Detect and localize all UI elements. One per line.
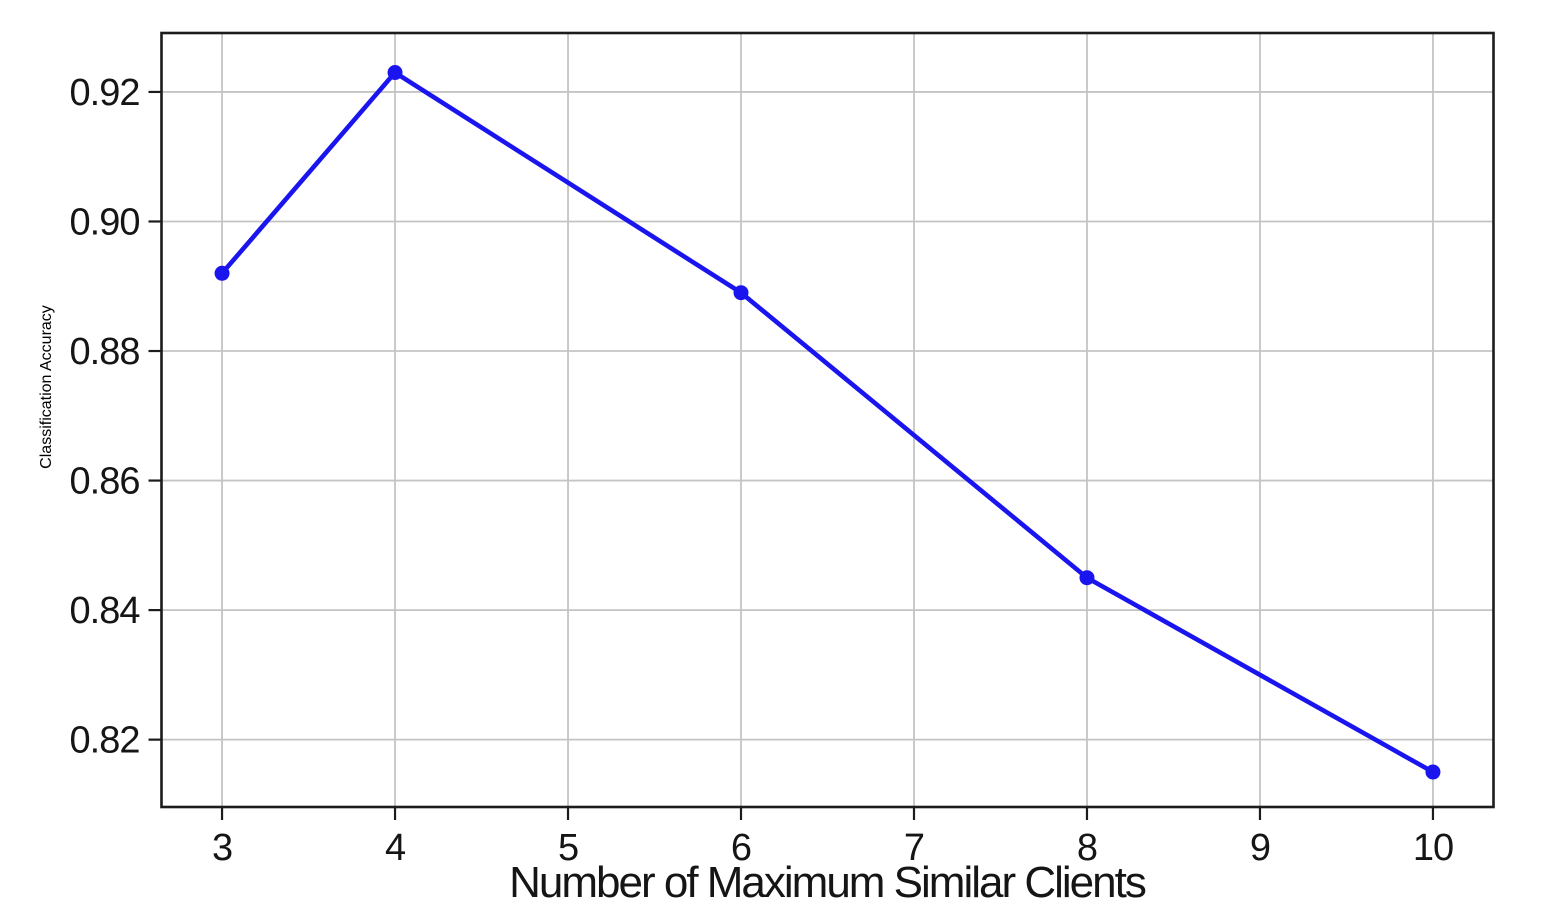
y-axis-title: Classification Accuracy — [38, 305, 55, 469]
data-point — [387, 65, 403, 81]
x-tick-label: 10 — [1413, 827, 1453, 869]
y-tick-label: 0.84 — [70, 590, 141, 632]
x-tick-label: 4 — [385, 827, 406, 869]
x-tick-label: 5 — [558, 827, 578, 869]
data-point — [1079, 570, 1095, 586]
x-tick-label: 6 — [731, 827, 751, 869]
y-tick-label: 0.92 — [70, 72, 140, 114]
y-tick-label: 0.86 — [70, 461, 140, 503]
y-tick-label: 0.82 — [70, 720, 140, 762]
data-point — [214, 265, 230, 281]
x-tick-label: 3 — [212, 827, 232, 869]
data-point — [1425, 764, 1441, 780]
x-axis-title: Number of Maximum Similar Clients — [509, 858, 1147, 907]
x-tick-label: 7 — [904, 827, 924, 869]
x-tick-label: 8 — [1077, 827, 1097, 869]
x-tick-label: 9 — [1250, 827, 1270, 869]
data-point — [733, 285, 749, 301]
y-tick-label: 0.88 — [70, 331, 140, 373]
y-tick-label: 0.90 — [70, 201, 140, 243]
plot-border — [160, 31, 1495, 809]
